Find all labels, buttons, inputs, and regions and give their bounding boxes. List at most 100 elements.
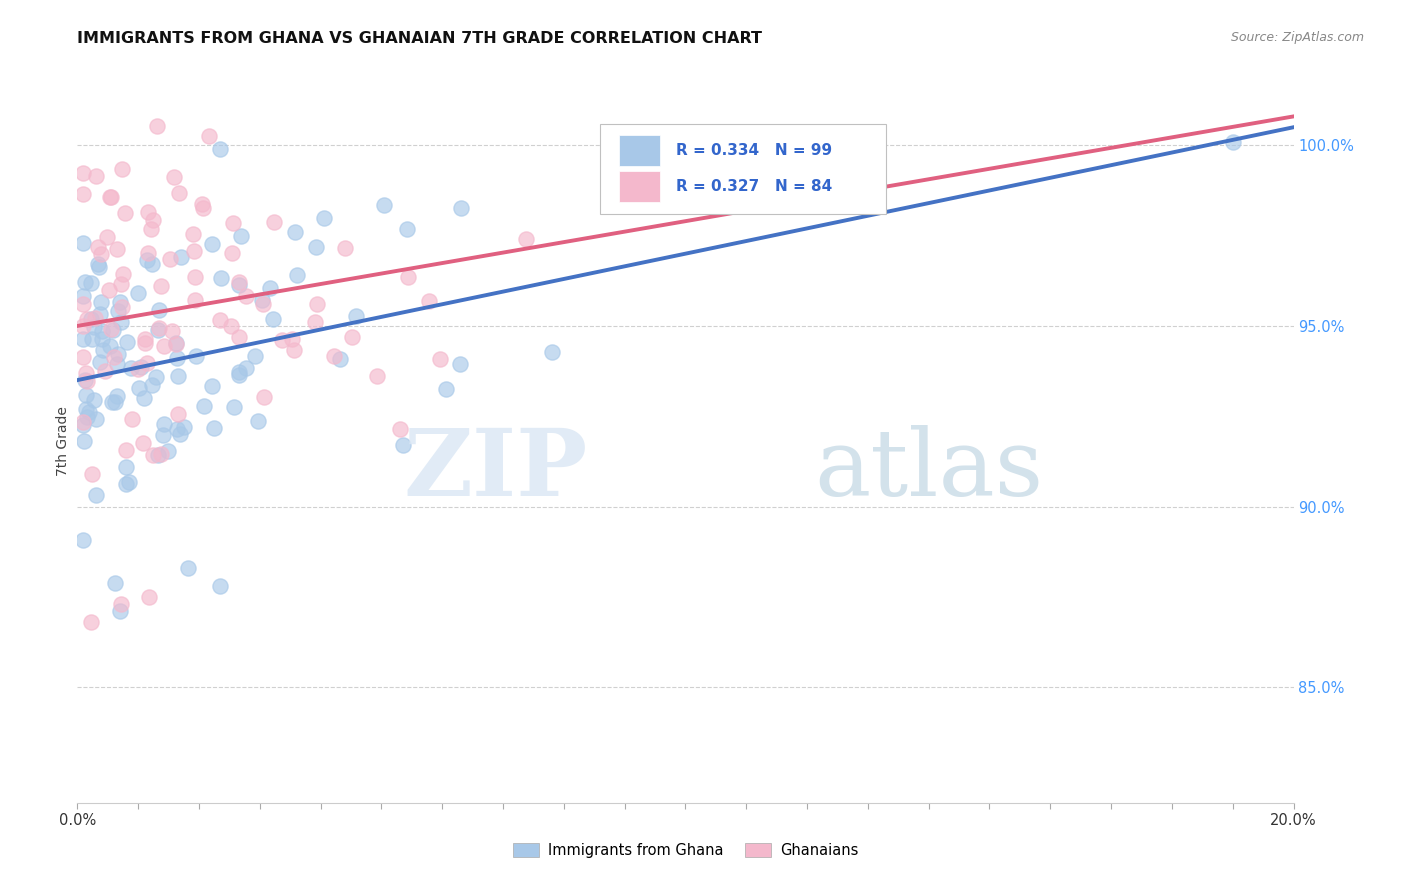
Point bbox=[107, 243, 129, 257]
Point bbox=[156, 444, 179, 458]
Point bbox=[253, 390, 276, 404]
Point bbox=[76, 410, 98, 425]
Point bbox=[136, 253, 159, 268]
Point bbox=[344, 309, 367, 323]
Point bbox=[83, 320, 105, 334]
Point bbox=[170, 251, 193, 265]
Point bbox=[252, 297, 274, 311]
Point bbox=[142, 448, 165, 462]
Point bbox=[184, 293, 207, 307]
Point bbox=[111, 300, 134, 314]
Point bbox=[76, 312, 98, 326]
Point bbox=[118, 475, 141, 490]
Point bbox=[101, 395, 124, 409]
Point bbox=[197, 128, 219, 143]
Point bbox=[395, 221, 418, 235]
Point bbox=[150, 279, 173, 293]
Point bbox=[72, 236, 94, 251]
Point bbox=[114, 460, 136, 475]
Point bbox=[167, 407, 190, 421]
Point bbox=[73, 275, 96, 289]
Point bbox=[105, 357, 128, 371]
Point bbox=[104, 576, 127, 591]
Point bbox=[134, 335, 156, 350]
Legend: Immigrants from Ghana, Ghanaians: Immigrants from Ghana, Ghanaians bbox=[506, 838, 865, 864]
Point bbox=[305, 240, 328, 254]
Point bbox=[127, 361, 149, 376]
Point bbox=[134, 333, 156, 347]
Point bbox=[117, 335, 139, 350]
Point bbox=[72, 417, 94, 432]
Point bbox=[166, 422, 188, 436]
Point bbox=[167, 369, 190, 384]
Point bbox=[127, 285, 149, 300]
Point bbox=[72, 297, 94, 311]
Point bbox=[93, 343, 115, 357]
Point bbox=[79, 615, 101, 630]
Point bbox=[72, 289, 94, 303]
Point bbox=[141, 378, 163, 392]
Point bbox=[110, 604, 132, 618]
Point bbox=[90, 247, 112, 261]
Point bbox=[177, 561, 200, 575]
Point bbox=[83, 392, 105, 407]
Point bbox=[284, 225, 307, 239]
Y-axis label: 7th Grade: 7th Grade bbox=[56, 407, 70, 476]
Point bbox=[73, 373, 96, 387]
Point bbox=[228, 275, 250, 289]
Point bbox=[146, 448, 169, 462]
Point bbox=[132, 435, 155, 450]
Point bbox=[87, 257, 110, 271]
Point bbox=[211, 271, 233, 285]
Point bbox=[90, 294, 112, 309]
Text: R = 0.334   N = 99: R = 0.334 N = 99 bbox=[676, 143, 832, 158]
Point bbox=[115, 443, 138, 458]
Point bbox=[281, 332, 304, 346]
Point bbox=[449, 357, 471, 371]
Point bbox=[132, 391, 155, 405]
Text: atlas: atlas bbox=[814, 425, 1043, 516]
Point bbox=[163, 170, 186, 185]
Point bbox=[89, 354, 111, 368]
Point bbox=[75, 402, 97, 417]
Point bbox=[142, 213, 165, 227]
Point bbox=[186, 349, 208, 363]
Point bbox=[222, 216, 245, 230]
Point bbox=[72, 319, 94, 334]
Point bbox=[450, 202, 472, 216]
FancyBboxPatch shape bbox=[619, 171, 659, 202]
Point bbox=[72, 533, 94, 547]
Point bbox=[150, 446, 173, 460]
Point bbox=[229, 229, 252, 244]
Point bbox=[434, 382, 457, 396]
Point bbox=[262, 312, 284, 326]
Point bbox=[107, 346, 129, 360]
Point bbox=[221, 318, 243, 333]
Point bbox=[235, 361, 257, 376]
Point bbox=[340, 329, 363, 343]
Point bbox=[139, 221, 162, 235]
Point bbox=[98, 339, 121, 353]
FancyBboxPatch shape bbox=[600, 124, 886, 214]
Point bbox=[96, 230, 118, 244]
Point bbox=[100, 322, 122, 336]
Point bbox=[209, 313, 232, 327]
Point bbox=[77, 405, 100, 419]
Point bbox=[112, 267, 135, 281]
Point bbox=[322, 349, 344, 363]
Point bbox=[110, 597, 132, 611]
Point bbox=[84, 411, 107, 425]
Point bbox=[228, 368, 250, 382]
Point bbox=[75, 388, 97, 402]
Point bbox=[202, 420, 225, 434]
Point bbox=[221, 246, 243, 260]
Point bbox=[252, 293, 274, 307]
Point bbox=[184, 269, 207, 284]
Point bbox=[304, 315, 326, 329]
Point bbox=[87, 240, 110, 254]
Point bbox=[115, 477, 138, 491]
Point bbox=[540, 344, 562, 359]
Point bbox=[90, 324, 112, 338]
Point bbox=[209, 142, 232, 156]
Point bbox=[259, 281, 281, 295]
